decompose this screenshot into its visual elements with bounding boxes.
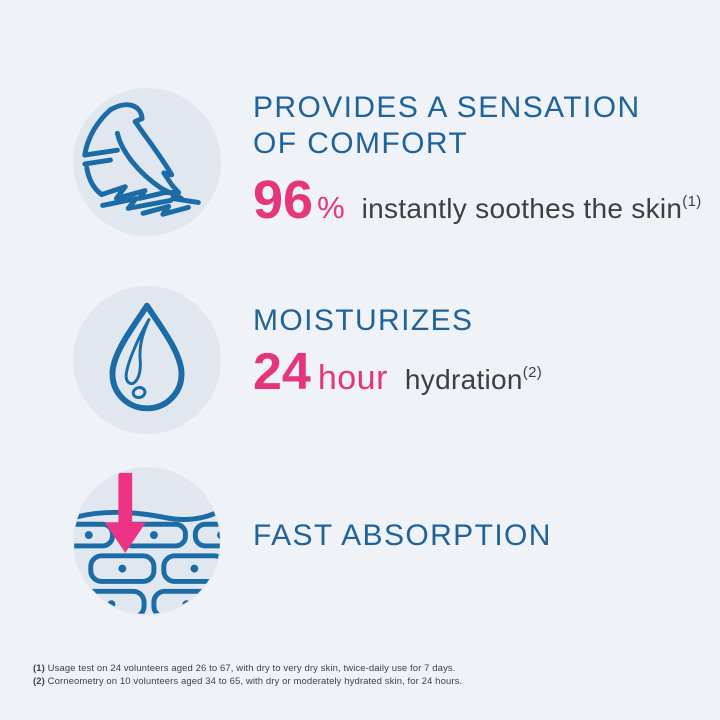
icon-circle [73, 88, 221, 236]
benefit-text: PROVIDES A SENSATION OF COMFORT 96% insta… [253, 90, 701, 230]
stat-line: 96% instantly soothes the skin(1) [253, 170, 701, 230]
stat-text: instantly soothes the skin [361, 193, 683, 224]
footnotes: (1) Usage test on 24 volunteers aged 26 … [33, 663, 462, 688]
footnote-text: Usage test on 24 volunteers aged 26 to 6… [44, 663, 456, 674]
stat-line: 24 hour hydration(2) [253, 346, 693, 398]
stat-description: hydration(2) [388, 364, 542, 396]
stat-value: 96 [253, 170, 314, 230]
footnote-ref: (1) [682, 192, 702, 210]
benefit-text: MOISTURIZES 24 hour hydration(2) [253, 303, 693, 398]
benefit-section-absorption: FAST ABSORPTION [73, 467, 693, 615]
stat-text: hydration [404, 364, 523, 395]
footnote-ref: (1) [33, 663, 45, 674]
footnote-ref: (2) [33, 675, 45, 687]
feather-icon [82, 102, 201, 217]
footnote-1: (1) Usage test on 24 volunteers aged 26 … [33, 663, 462, 676]
footnote-2: (2) Corneometry on 10 volunteers aged 34… [33, 676, 462, 689]
benefit-section-comfort: PROVIDES A SENSATION OF COMFORT 96% insta… [73, 88, 701, 236]
skin-absorption-icon [73, 472, 221, 615]
icon-circle [73, 467, 221, 615]
benefit-section-moisturizes: MOISTURIZES 24 hour hydration(2) [73, 286, 693, 434]
footnote-ref: (2) [522, 363, 543, 381]
benefit-text: FAST ABSORPTION [253, 518, 693, 554]
water-drop-icon [109, 302, 185, 412]
benefit-title: FAST ABSORPTION [253, 519, 552, 552]
benefit-title: PROVIDES A SENSATION OF COMFORT [253, 91, 641, 160]
stat-value: 24 [253, 343, 311, 401]
stat-description: instantly soothes the skin(1) [345, 193, 702, 225]
down-arrow [104, 472, 147, 553]
stat-unit: hour [317, 359, 388, 397]
icon-circle [73, 286, 221, 434]
footnote-text: Corneometry on 10 volunteers aged 34 to … [44, 675, 463, 687]
stat-unit: % [317, 190, 345, 225]
benefit-title: MOISTURIZES [253, 304, 474, 337]
